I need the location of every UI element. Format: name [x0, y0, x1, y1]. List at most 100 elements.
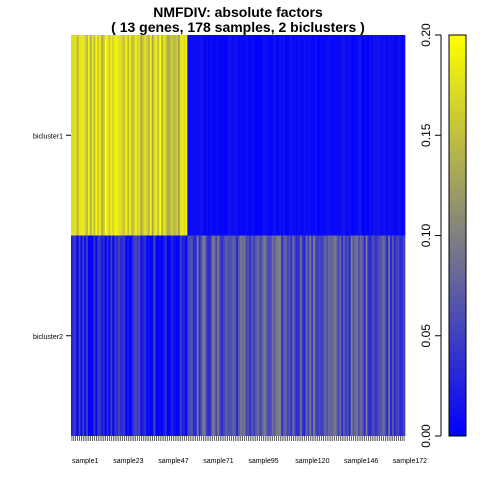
heatmap-cell — [114, 35, 117, 236]
heatmap-cell — [123, 235, 126, 436]
heatmap-cell — [273, 235, 276, 436]
heatmap-cell — [117, 235, 121, 436]
heatmap-cell — [264, 35, 267, 236]
heatmap-cell — [339, 35, 342, 236]
heatmap-cell — [397, 235, 400, 436]
heatmap-cell — [303, 235, 306, 436]
heatmap-cell — [281, 35, 284, 236]
colorbar-swatch — [449, 87, 466, 92]
heatmap-cell — [207, 235, 211, 436]
heatmap-cell — [234, 235, 237, 436]
colorbar-swatch — [449, 223, 466, 228]
colorbar-swatch — [449, 275, 466, 281]
heatmap-cell — [322, 235, 325, 436]
heatmap-cell — [104, 235, 108, 436]
heatmap-cell — [196, 35, 199, 236]
heatmap-cell — [151, 35, 154, 236]
heatmap-cell — [348, 35, 351, 236]
colorbar-swatch — [449, 375, 466, 381]
heatmap-cell — [292, 35, 295, 236]
colorbar-swatch — [449, 215, 466, 220]
heatmap-cell — [373, 35, 376, 236]
heatmap-cell — [161, 235, 164, 436]
heatmap-cell — [329, 235, 333, 436]
x-tick-label: sample146 — [344, 458, 378, 465]
heatmap-cell — [174, 235, 177, 436]
colorbar-swatch — [449, 379, 466, 385]
heatmap-cell — [159, 235, 162, 436]
heatmap-cell — [172, 235, 175, 436]
heatmap-cell — [112, 35, 115, 236]
heatmap-cell — [243, 235, 246, 436]
heatmap-cell — [384, 235, 387, 436]
heatmap-cell — [170, 235, 173, 436]
heatmap-cell — [374, 235, 378, 436]
heatmap-cell — [76, 235, 79, 436]
colorbar-swatch — [449, 415, 466, 421]
heatmap-cell — [221, 235, 224, 436]
heatmap-cell — [196, 235, 199, 436]
heatmap-cell — [72, 235, 76, 436]
heatmap-cell — [328, 35, 331, 236]
heatmap-cell — [283, 235, 286, 436]
heatmap-cell — [194, 35, 198, 236]
heatmap-cell — [249, 235, 252, 436]
colorbar-swatch — [449, 255, 466, 260]
heatmap-cell — [284, 235, 288, 436]
colorbar-swatch — [449, 55, 466, 60]
colorbar-swatch — [449, 219, 466, 224]
heatmap-cell — [393, 35, 396, 236]
heatmap-cell — [217, 235, 220, 436]
heatmap-cell — [333, 235, 336, 436]
heatmap-cell — [140, 235, 143, 436]
heatmap-cell — [354, 235, 357, 436]
heatmap-cell — [314, 35, 318, 236]
heatmap-cell — [151, 235, 154, 436]
heatmap-cell — [134, 235, 138, 436]
heatmap-cell — [397, 35, 400, 236]
heatmap-cell — [236, 35, 239, 236]
heatmap-cell — [380, 35, 383, 236]
colorbar-swatch — [449, 351, 466, 357]
colorbar-swatch — [449, 239, 466, 244]
colorbar-swatch — [449, 355, 466, 361]
heatmap-cell — [316, 235, 320, 436]
heatmap-cell — [222, 35, 226, 236]
heatmap-cell — [403, 35, 406, 236]
heatmap-cell — [226, 235, 229, 436]
heatmap-cell — [209, 35, 213, 236]
heatmap-cell — [245, 35, 248, 236]
heatmap-cell — [138, 235, 141, 436]
heatmap-cell — [352, 235, 355, 436]
x-tick-label: sample95 — [248, 458, 278, 465]
heatmap-cell — [185, 35, 188, 236]
heatmap-cell — [374, 35, 378, 236]
heatmap-cell — [326, 235, 329, 436]
colorbar-swatch — [449, 395, 466, 401]
heatmap-cell — [87, 35, 91, 236]
heatmap-cell — [176, 35, 179, 236]
heatmap-cell — [228, 235, 231, 436]
heatmap-cell — [249, 35, 252, 236]
x-tick-label: sample120 — [295, 458, 329, 465]
heatmap-cell — [283, 35, 286, 236]
heatmap-cell — [132, 35, 136, 236]
heatmap-cell — [206, 235, 209, 436]
x-tick-label: sample71 — [203, 458, 233, 465]
heatmap-cell — [117, 35, 121, 236]
colorbar-swatch — [449, 387, 466, 393]
colorbar-swatch — [449, 71, 466, 76]
colorbar-swatch — [449, 203, 466, 208]
heatmap-cell — [138, 35, 141, 236]
heatmap-cell — [191, 35, 194, 236]
heatmap-cell — [363, 35, 366, 236]
heatmap-cell — [401, 235, 404, 436]
heatmap-cell — [84, 35, 87, 236]
heatmap-cell — [95, 235, 98, 436]
heatmap-cell — [239, 35, 243, 236]
heatmap-cell — [192, 235, 196, 436]
heatmap-cell — [206, 35, 209, 236]
colorbar-swatch — [449, 119, 466, 124]
heatmap-cell — [337, 235, 340, 436]
heatmap-cell — [367, 235, 370, 436]
